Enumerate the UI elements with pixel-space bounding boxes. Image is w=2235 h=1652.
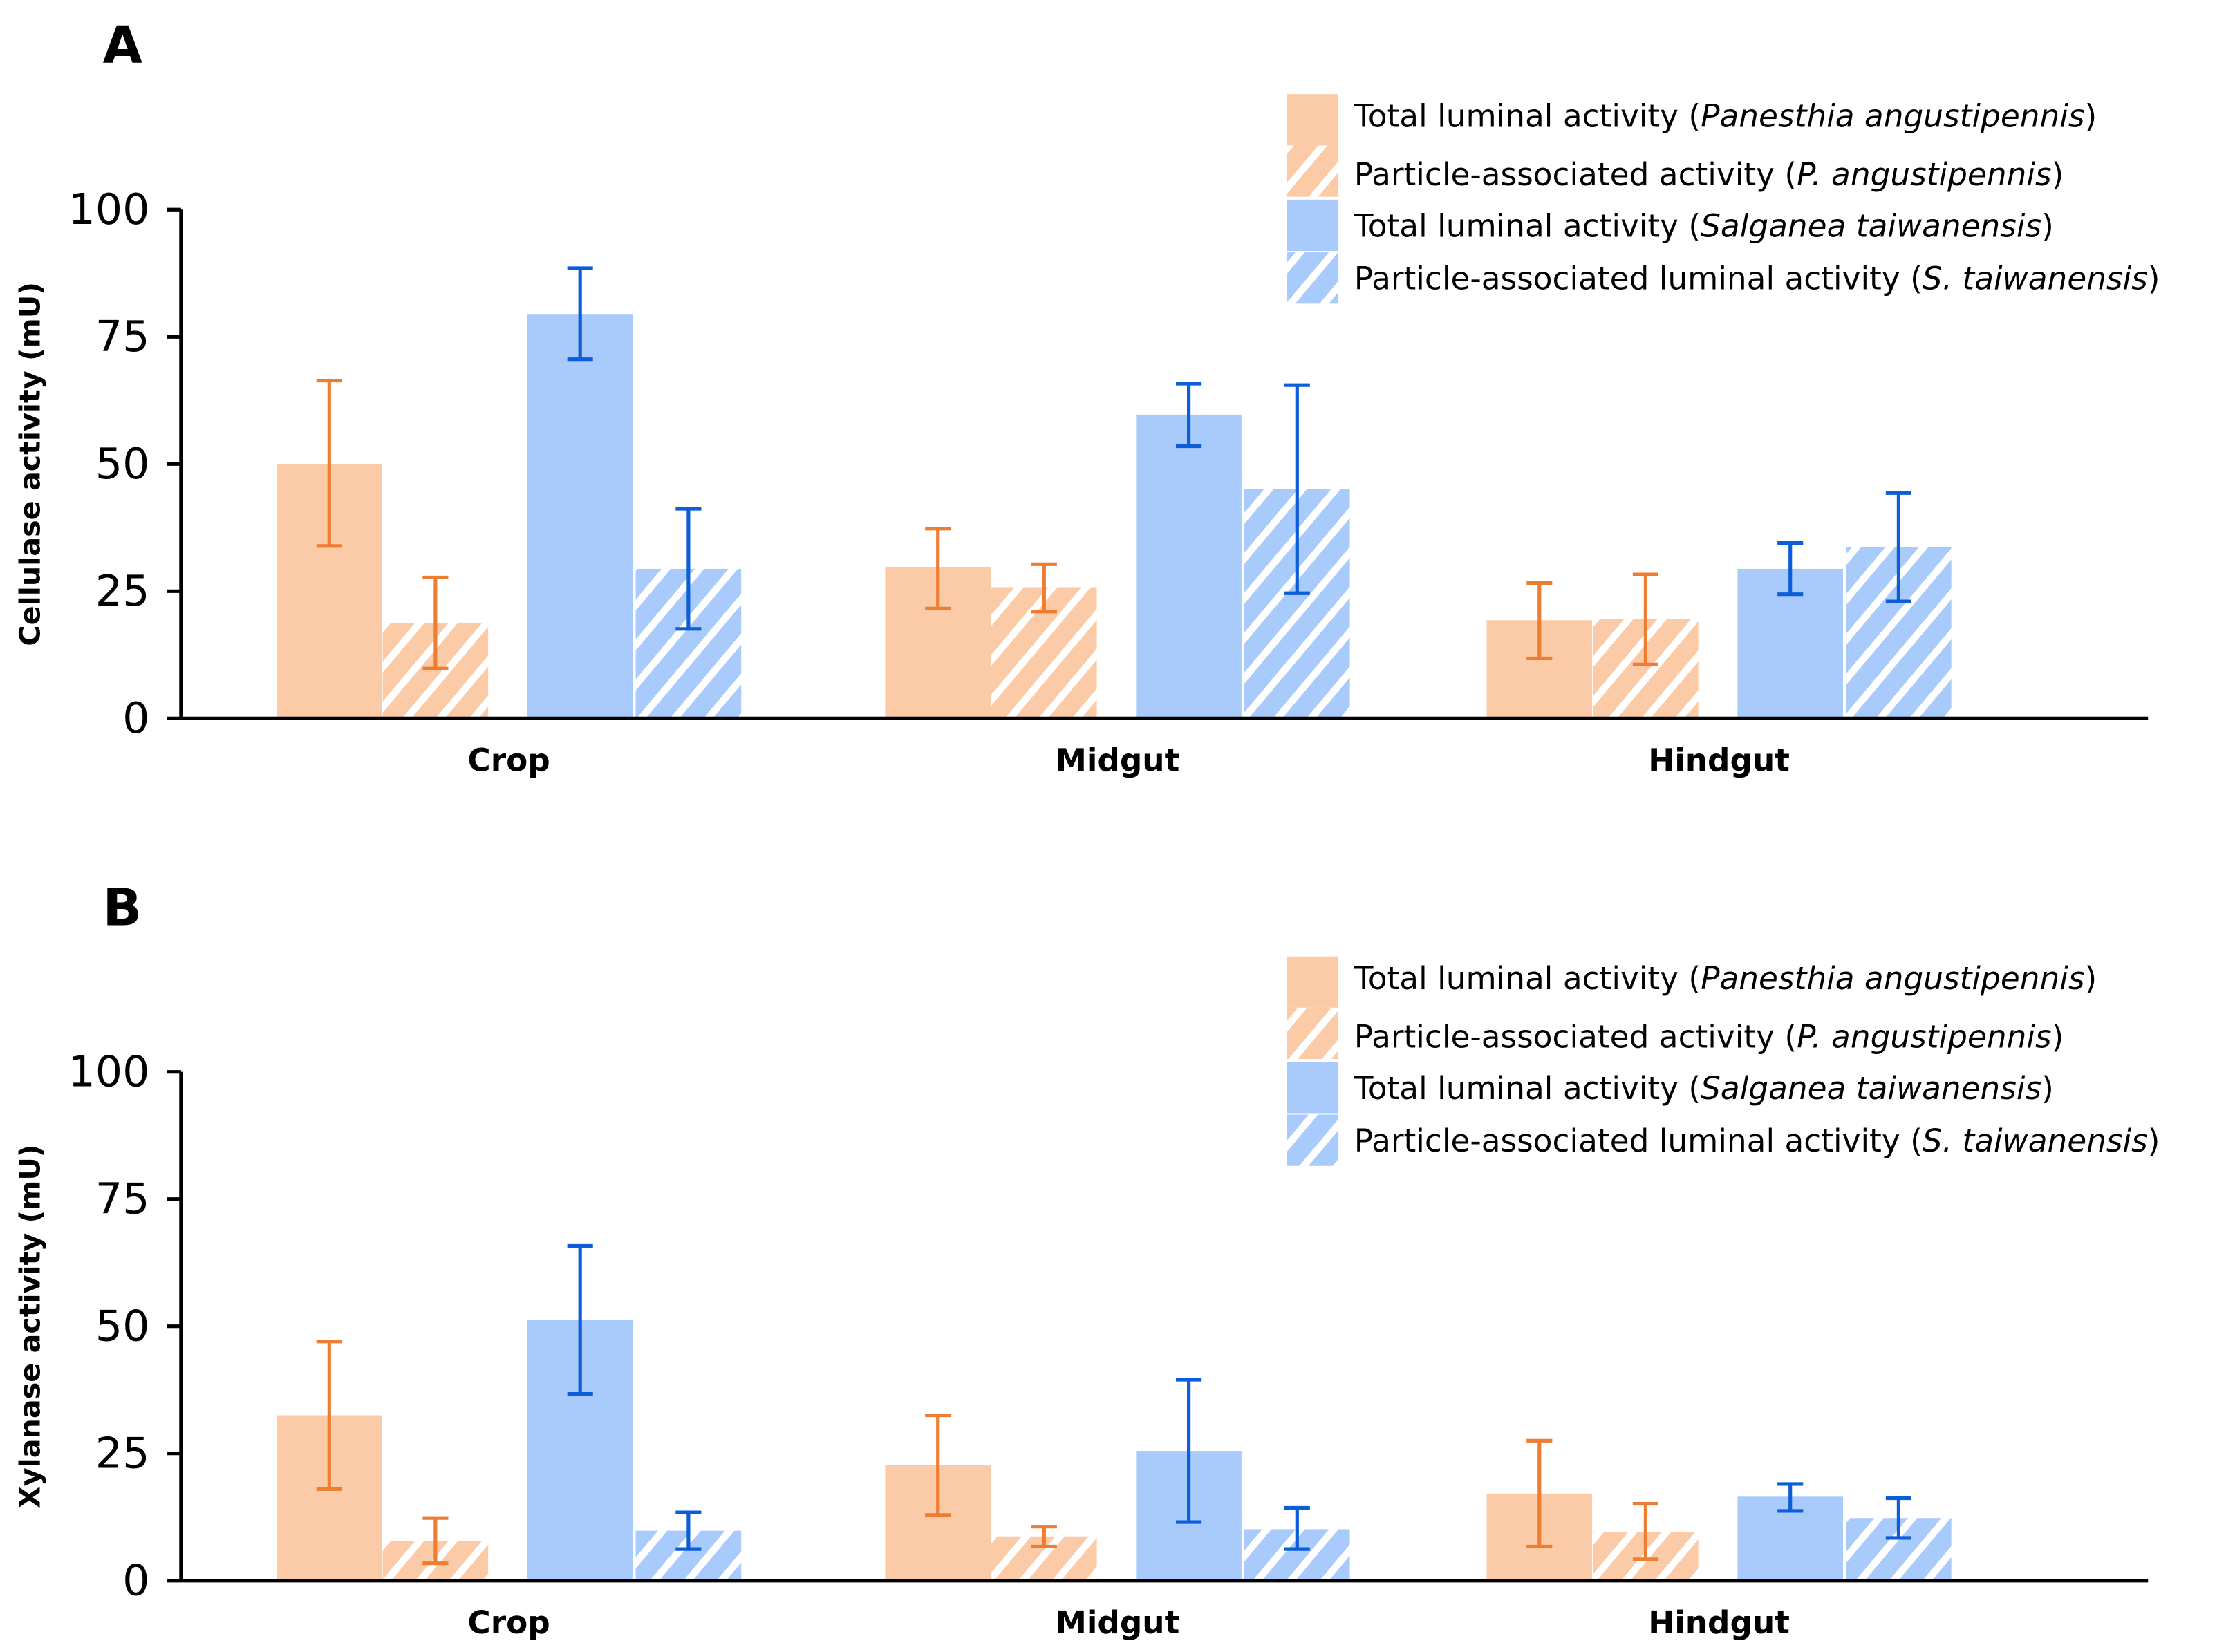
y-tick-label: 50	[95, 439, 150, 489]
y-axis-label: Xylanase activity (mU)	[14, 1144, 47, 1508]
x-tick-label: Hindgut	[1648, 742, 1790, 779]
y-axis-label: Cellulase activity (mU)	[14, 282, 47, 646]
legend-label: Total luminal activity (Panesthia angust…	[1354, 960, 2097, 997]
legend-swatch	[1287, 252, 1339, 304]
x-tick-label: Midgut	[1056, 1604, 1180, 1641]
error-bar	[1777, 1482, 1804, 1513]
error-bar	[567, 266, 593, 362]
legend-swatch	[1287, 956, 1339, 1008]
y-tick-label: 50	[95, 1301, 150, 1351]
error-bar	[1284, 383, 1310, 595]
legend-item: Total luminal activity (Panesthia angust…	[1287, 956, 2097, 1008]
error-bar	[567, 1243, 593, 1396]
y-tick-label: 0	[122, 693, 149, 743]
y-tick-label: 75	[95, 1174, 150, 1223]
y-tick-label: 25	[95, 1428, 150, 1478]
legend-label: Total luminal activity (Salganea taiwane…	[1354, 1070, 2054, 1107]
error-bar	[422, 575, 449, 670]
error-bar	[1526, 1438, 1553, 1549]
x-tick-label: Crop	[467, 1604, 550, 1641]
error-bar	[422, 1516, 449, 1566]
error-bar	[316, 378, 342, 548]
x-tick-label: Hindgut	[1648, 1604, 1790, 1641]
error-bar	[675, 1510, 702, 1551]
legend-label: Total luminal activity (Salganea taiwane…	[1354, 207, 2054, 244]
error-bar	[1176, 382, 1202, 449]
y-tick-label: 100	[68, 1046, 149, 1096]
x-tick-label: Crop	[467, 742, 550, 779]
x-tick-label: Midgut	[1056, 742, 1180, 779]
legend-label: Particle-associated luminal activity (S.…	[1354, 1123, 2160, 1159]
bar-crop-series-3	[527, 314, 633, 719]
error-bar	[1031, 1525, 1057, 1549]
error-bar	[925, 1413, 951, 1517]
error-bar	[1176, 1378, 1202, 1524]
legend-swatch	[1287, 1062, 1339, 1114]
y-tick-label: 75	[95, 312, 150, 362]
legend-swatch	[1287, 199, 1339, 252]
error-bar	[675, 507, 702, 631]
legend-label: Particle-associated activity (P. angusti…	[1354, 156, 2064, 193]
legend-item: Particle-associated activity (P. angusti…	[1287, 145, 2064, 197]
panel-B: B Xylanase activity (mU) 0 25 50 75 100 Crop Mid…	[14, 877, 2160, 1641]
legend-label: Particle-associated activity (P. angusti…	[1354, 1019, 2064, 1055]
legend-swatch	[1287, 145, 1339, 197]
error-bar	[1031, 562, 1057, 614]
legend-label: Particle-associated luminal activity (S.…	[1354, 261, 2160, 297]
error-bar	[1526, 581, 1553, 661]
legend-swatch	[1287, 1007, 1339, 1060]
legend-swatch	[1287, 1114, 1339, 1166]
legend-item: Particle-associated luminal activity (S.…	[1287, 1114, 2160, 1166]
legend-label: Total luminal activity (Panesthia angust…	[1354, 98, 2097, 135]
y-tick-label: 25	[95, 566, 150, 616]
error-bar	[1885, 491, 1911, 603]
error-bar	[925, 527, 951, 610]
error-bar	[1777, 541, 1804, 597]
panel-A: A Cellulase activity (mU) 0 25 50 75 100 Crop Mi…	[14, 15, 2160, 779]
legend-item: Total luminal activity (Salganea taiwane…	[1287, 1062, 2054, 1114]
panel-label: B	[102, 877, 142, 937]
bar-midgut-series-3	[1136, 414, 1242, 719]
error-bar	[1284, 1505, 1310, 1551]
error-bar	[1632, 1502, 1658, 1561]
legend-swatch	[1287, 94, 1339, 146]
error-bar	[1632, 572, 1658, 666]
error-bar	[316, 1340, 342, 1491]
legend-item: Total luminal activity (Salganea taiwane…	[1287, 199, 2054, 252]
panel-label: A	[102, 15, 142, 75]
legend-item: Total luminal activity (Panesthia angust…	[1287, 94, 2097, 146]
error-bar	[1885, 1496, 1911, 1540]
y-tick-label: 100	[68, 185, 149, 234]
legend-item: Particle-associated activity (P. angusti…	[1287, 1007, 2064, 1060]
legend-item: Particle-associated luminal activity (S.…	[1287, 252, 2160, 304]
y-tick-label: 0	[122, 1555, 149, 1605]
